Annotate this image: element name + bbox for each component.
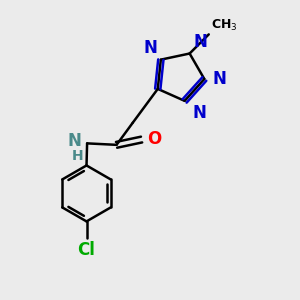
Text: CH$_3$: CH$_3$ <box>211 17 238 33</box>
Text: Cl: Cl <box>78 241 95 259</box>
Text: H: H <box>72 149 83 163</box>
Text: N: N <box>192 104 206 122</box>
Text: N: N <box>68 132 82 150</box>
Text: N: N <box>193 33 207 51</box>
Text: N: N <box>143 39 157 57</box>
Text: O: O <box>147 130 161 148</box>
Text: N: N <box>213 70 226 88</box>
